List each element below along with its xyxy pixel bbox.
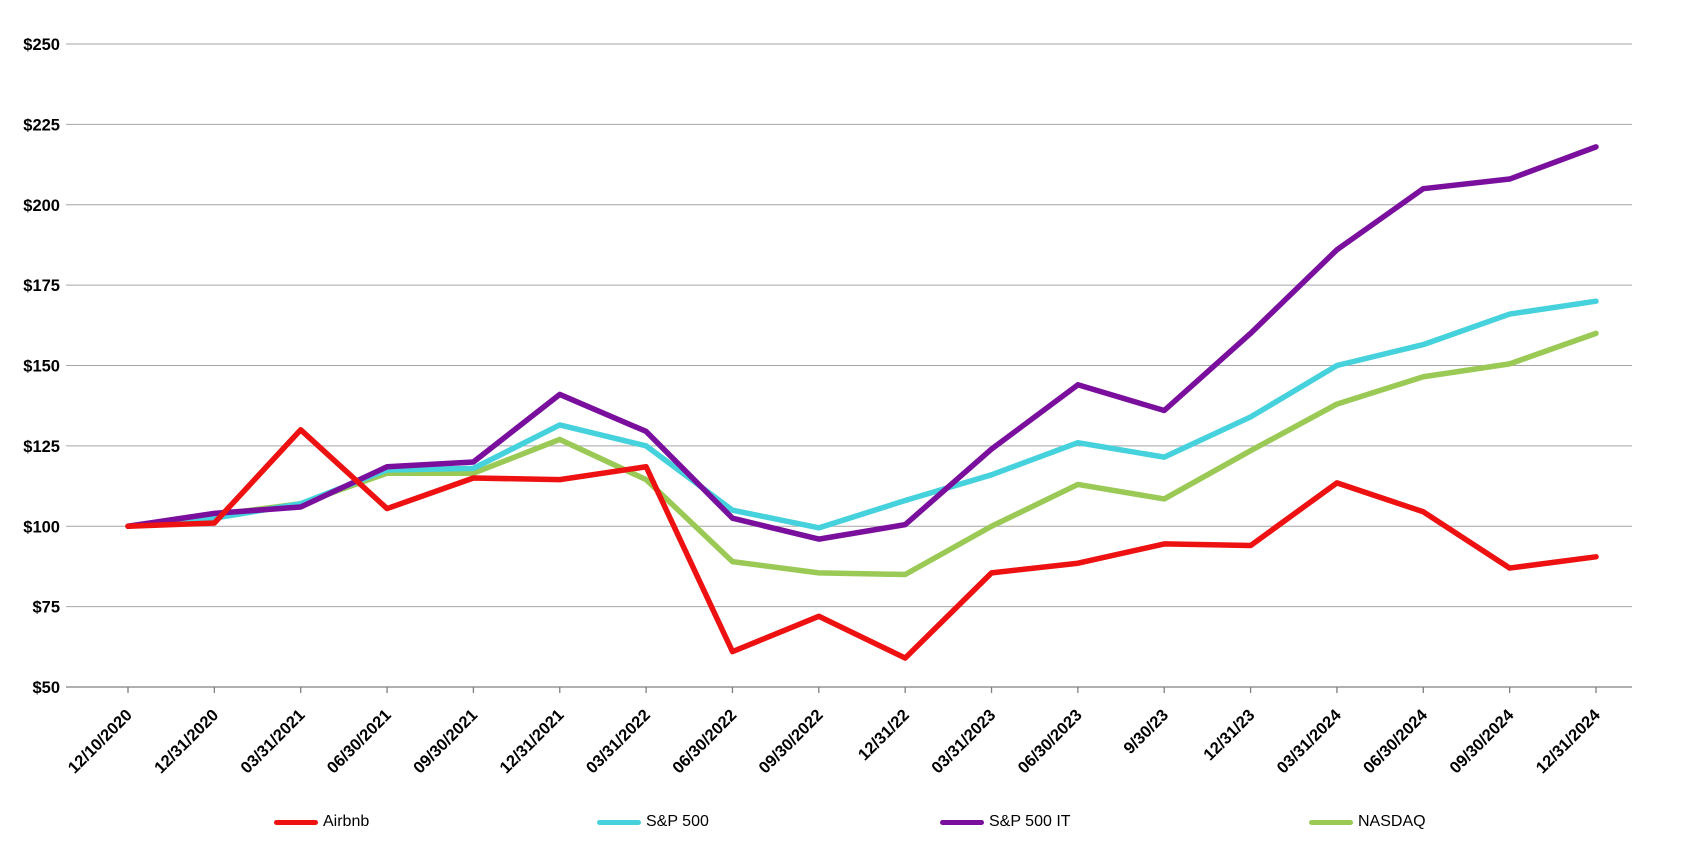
gridlines [66,43,1632,608]
x-axis-tick-label: 12/10/2020 [65,706,136,777]
series-line-airbnb [125,427,1599,661]
x-axis-tick-label: 12/31/2024 [1533,706,1605,778]
x-axis-labels: 12/10/2020 12/31/2020 03/31/2021 06/30/2021… [65,706,1605,778]
x-axis-tick-label: 06/30/2021 [324,706,395,777]
y-axis-tick-label: $100 [23,518,60,536]
x-axis-tick-label: 12/31/23 [1200,706,1258,764]
y-axis-tick-label: $200 [23,197,60,215]
x-axis-tick-label: 09/30/2021 [410,706,481,777]
y-axis-tick-label: $250 [23,36,60,54]
x-axis-tick-label: 06/30/2022 [669,706,740,777]
y-axis-tick-label: $125 [23,438,60,456]
x-axis-tick-label: 03/31/2022 [583,706,654,777]
x-axis-tick-label: 03/31/2024 [1274,706,1346,778]
y-axis-tick-label: $175 [23,277,60,295]
x-axis-tick-label: 12/31/2021 [496,706,567,777]
y-axis-tick-label: $225 [23,116,60,134]
x-axis-tick-label: 06/30/2024 [1360,706,1432,778]
x-axis-tick-label: 03/31/2021 [237,706,308,777]
series-line-s-p-500-it [125,144,1599,542]
x-axis-tick-label: 09/30/2024 [1446,706,1518,778]
x-axis-tick-label: 03/31/2023 [928,706,999,777]
x-axis [66,686,1632,693]
x-axis-tick-label: 09/30/2022 [756,706,827,777]
x-axis-tick-label: 12/31/2020 [151,706,222,777]
x-axis-tick-label: 12/31/22 [855,706,913,764]
x-axis-tick-label: 9/30/23 [1120,706,1172,758]
y-axis-tick-label: $150 [23,358,60,376]
y-axis-tick-label: $50 [32,679,60,697]
y-axis-tick-label: $75 [32,599,60,617]
y-axis-labels: $50 $75 $100 $125 $150 $175 $200 $225 $250 [23,36,60,697]
x-axis-tick-label: 06/30/2023 [1015,706,1086,777]
series-line-nasdaq [125,330,1599,578]
